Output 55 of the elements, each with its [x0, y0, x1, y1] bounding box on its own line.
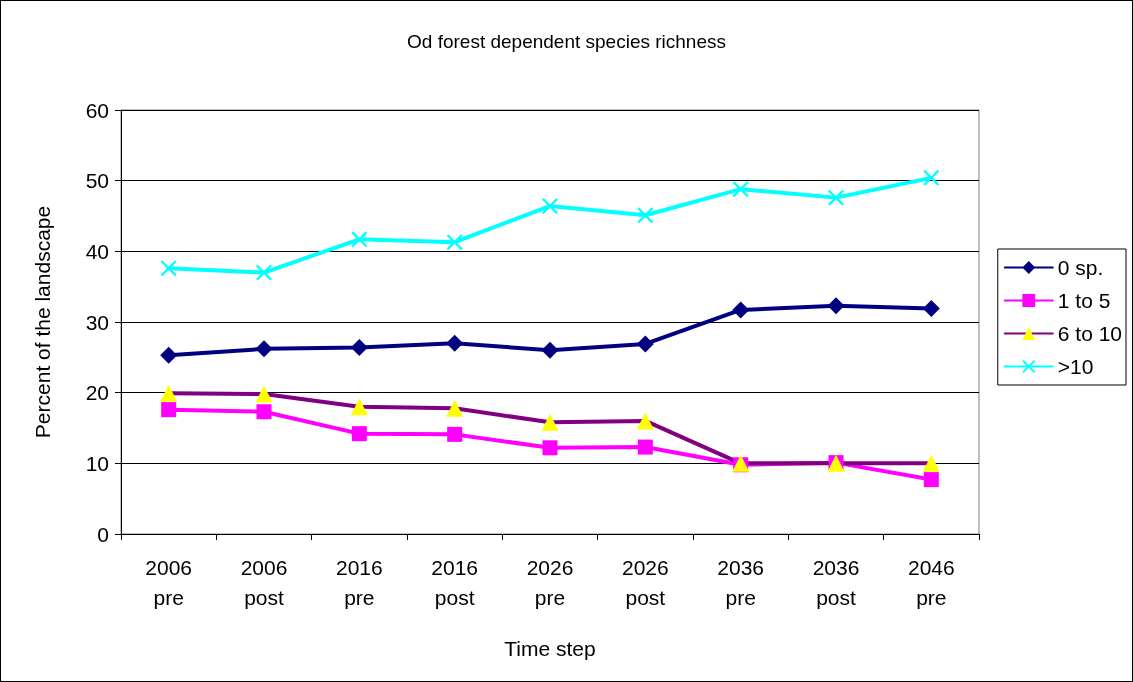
point	[446, 234, 463, 251]
legend-label: 1 to 5	[1057, 289, 1111, 312]
x-tick-label: 2026 pre	[526, 555, 574, 609]
x-tick-label: 2036 pre	[717, 555, 765, 609]
point	[922, 454, 940, 472]
point	[922, 300, 940, 318]
point	[637, 207, 654, 224]
y-tick-label: 10	[85, 451, 109, 475]
y-tick-label: 50	[85, 169, 109, 193]
x-tick-label: 2006 pre	[145, 555, 193, 609]
y-tick-label: 20	[85, 381, 109, 405]
point	[542, 440, 558, 456]
point	[732, 181, 749, 198]
x-tick-label: 2036 post	[812, 555, 860, 609]
point	[732, 301, 750, 319]
point	[351, 426, 367, 442]
point	[923, 169, 940, 186]
x-tick-label: 2046 pre	[907, 555, 955, 609]
point	[447, 426, 463, 442]
y-tick-label: 60	[85, 98, 109, 122]
chart-title: Od forest dependent species richness	[407, 31, 726, 52]
point	[350, 398, 368, 416]
point	[160, 384, 178, 402]
point	[923, 472, 939, 488]
x-tick-label: 2026 post	[621, 555, 669, 609]
point	[637, 439, 653, 455]
point	[350, 338, 368, 356]
point	[161, 402, 177, 418]
point	[446, 399, 464, 417]
x-tick-label: 2016 pre	[335, 555, 383, 609]
legend-label: 6 to 10	[1057, 322, 1123, 345]
point	[636, 412, 654, 430]
y-axis-title: Percent of the landscape	[31, 205, 54, 439]
x-axis-title: Time step	[504, 637, 596, 660]
point	[828, 189, 844, 206]
point	[351, 231, 368, 248]
point	[255, 385, 273, 403]
point	[827, 297, 845, 315]
point	[255, 340, 273, 358]
x-tick-label: 2016 post	[431, 555, 479, 609]
point	[160, 260, 177, 277]
legend-label: >10	[1057, 355, 1094, 378]
point	[636, 335, 654, 353]
point	[541, 413, 559, 431]
point	[541, 341, 559, 359]
legend-label: 0 sp.	[1057, 256, 1104, 279]
y-tick-label: 30	[85, 310, 109, 334]
point	[160, 346, 178, 364]
point	[542, 198, 558, 215]
point	[256, 264, 272, 281]
point	[446, 334, 464, 352]
point	[256, 404, 272, 420]
y-tick-label: 40	[85, 239, 109, 263]
x-tick-label: 2006 post	[240, 555, 288, 609]
y-tick-label: 0	[97, 522, 109, 546]
